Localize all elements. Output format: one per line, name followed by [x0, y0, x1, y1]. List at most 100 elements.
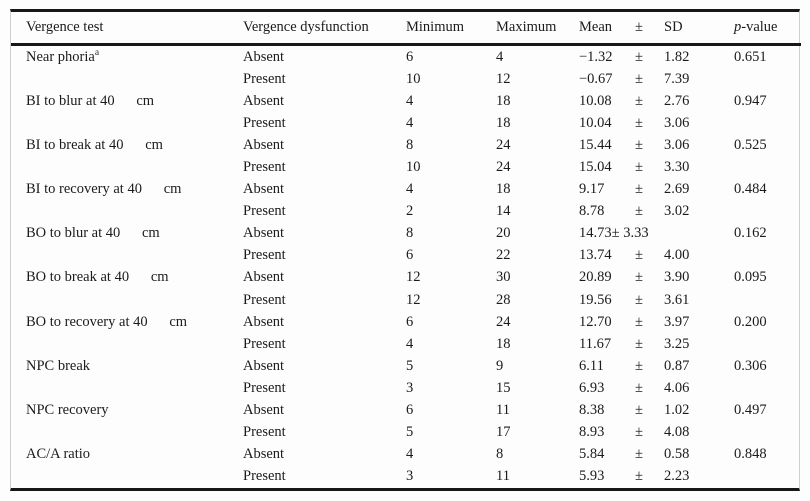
p-value-cell [723, 289, 801, 311]
maximum-cell: 30 [496, 269, 511, 286]
minimum-cell: 10 [406, 159, 421, 176]
minimum-cell: 12 [406, 291, 421, 308]
test-name-cell [11, 156, 233, 178]
maximum-cell: 11 [496, 402, 510, 419]
sd-cell: 1.82 [664, 48, 690, 65]
table-body: Near phoriaa Absent 6 4 −1.32 ±1.82 0.651 Prese… [11, 45, 801, 488]
test-name-cell [11, 245, 233, 267]
test-name-cell [11, 289, 233, 311]
dysfunction-cell: Present [243, 159, 286, 176]
minimum-cell: 6 [406, 313, 414, 330]
mean-cell: −1.32 [579, 48, 613, 65]
plus-minus-cell: ± [635, 247, 643, 264]
dysfunction-cell: Present [243, 203, 286, 220]
dysfunction-cell: Absent [243, 48, 285, 65]
header-sd: SD [651, 12, 723, 46]
minimum-cell: 8 [406, 225, 414, 242]
mean-cell: 8.93 [579, 424, 605, 441]
p-value-suffix: -value [741, 19, 778, 35]
sd-cell: 4.00 [664, 247, 690, 264]
maximum-cell: 9 [496, 357, 504, 374]
sd-cell: 0.87 [664, 357, 690, 374]
maximum-cell: 18 [496, 335, 511, 352]
sd-cell: 4.08 [664, 424, 690, 441]
test-name-cell: Near phoriaa [26, 47, 100, 65]
plus-minus-cell: ± [635, 313, 643, 330]
sd-cell: 3.97 [664, 313, 690, 330]
table-row: BI to break at 40 cm Absent 8 24 15.44 ±3.06 0… [11, 134, 801, 156]
dysfunction-cell: Absent [243, 313, 285, 330]
sd-cell: 3.06 [664, 114, 690, 131]
mean-cell: 15.44 [579, 136, 612, 153]
p-value-cell: 0.200 [734, 313, 767, 330]
maximum-cell: 18 [496, 181, 511, 198]
plus-minus-cell: ± [635, 424, 643, 441]
sd-cell: 0.58 [664, 446, 690, 463]
p-value-cell: 0.947 [734, 92, 767, 109]
dysfunction-cell: Present [243, 424, 286, 441]
p-value-cell [723, 68, 801, 90]
maximum-cell: 24 [496, 159, 511, 176]
plus-minus-cell: ± [635, 402, 643, 419]
sd-cell: 2.23 [664, 468, 690, 485]
minimum-cell: 6 [406, 402, 414, 419]
table-row: NPC recovery Absent 6 11 8.38 ±1.02 0.497 [11, 400, 801, 422]
p-value-italic-p: p [734, 19, 742, 35]
mean-cell: −0.67 [579, 70, 613, 87]
minimum-cell: 5 [406, 357, 414, 374]
dysfunction-cell: Present [243, 468, 286, 485]
header-plus-minus: ± [626, 12, 651, 46]
mean-cell: 11.67 [579, 335, 612, 352]
table-row: Present 4 18 10.04 ±3.06 [11, 112, 801, 134]
mean-cell: 9.17 [579, 181, 605, 198]
sd-cell: 3.02 [664, 203, 690, 220]
sd-cell: 3.25 [664, 335, 690, 352]
table-row: Present 10 24 15.04 ±3.30 [11, 156, 801, 178]
dysfunction-cell: Present [243, 291, 286, 308]
mean-cell: 5.84 [579, 446, 605, 463]
plus-minus-cell: ± [635, 181, 643, 198]
plus-minus-cell: ± [635, 446, 643, 463]
maximum-cell: 20 [496, 225, 511, 242]
test-name-cell [11, 377, 233, 399]
sd-cell: 3.30 [664, 159, 690, 176]
header-row: Vergence test Vergence dysfunction Minim… [11, 12, 801, 46]
header-p-value: p-value [723, 12, 801, 46]
table-row: NPC break Absent 5 9 6.11 ±0.87 0.306 [11, 355, 801, 377]
dysfunction-cell: Present [243, 335, 286, 352]
test-name-cell [11, 201, 233, 223]
test-name-cell: AC/A ratio [26, 446, 91, 463]
maximum-cell: 28 [496, 291, 511, 308]
plus-minus-cell: ± [635, 357, 643, 374]
mean-cell: 6.93 [579, 379, 605, 396]
p-value-cell [723, 245, 801, 267]
mean-cell: 15.04 [579, 159, 612, 176]
test-name-cell: NPC recovery [26, 402, 109, 419]
mean-cell: 19.56 [579, 291, 612, 308]
sd-cell: 3.06 [664, 136, 690, 153]
mean-cell: 13.74 [579, 247, 612, 264]
minimum-cell: 10 [406, 70, 421, 87]
dysfunction-cell: Absent [243, 269, 285, 286]
test-name-cell: BI to recovery at 40 cm [26, 181, 182, 198]
table-row: Near phoriaa Absent 6 4 −1.32 ±1.82 0.651 [11, 45, 801, 69]
maximum-cell: 18 [496, 114, 511, 131]
plus-minus-cell: ± [635, 468, 643, 485]
p-value-cell: 0.306 [734, 357, 767, 374]
p-value-cell [723, 333, 801, 355]
mean-cell: 12.70 [579, 313, 612, 330]
plus-minus-cell: ± [635, 159, 643, 176]
sd-cell: 2.69 [664, 181, 690, 198]
table-row: BO to blur at 40 cm Absent 8 20 14.73± 3.33 0… [11, 223, 801, 245]
maximum-cell: 8 [496, 446, 504, 463]
plus-minus-cell: ± [635, 136, 643, 153]
dysfunction-cell: Absent [243, 402, 285, 419]
plus-minus-cell: ± [635, 269, 643, 286]
table-row: BI to blur at 40 cm Absent 4 18 10.08 ±2.76 0.… [11, 90, 801, 112]
table-row: Present 3 11 5.93 ±2.23 [11, 466, 801, 488]
minimum-cell: 3 [406, 468, 414, 485]
dysfunction-cell: Present [243, 379, 286, 396]
test-name-cell: BO to break at 40 cm [26, 269, 169, 286]
sd-cell: 1.02 [664, 402, 690, 419]
minimum-cell: 4 [406, 181, 414, 198]
